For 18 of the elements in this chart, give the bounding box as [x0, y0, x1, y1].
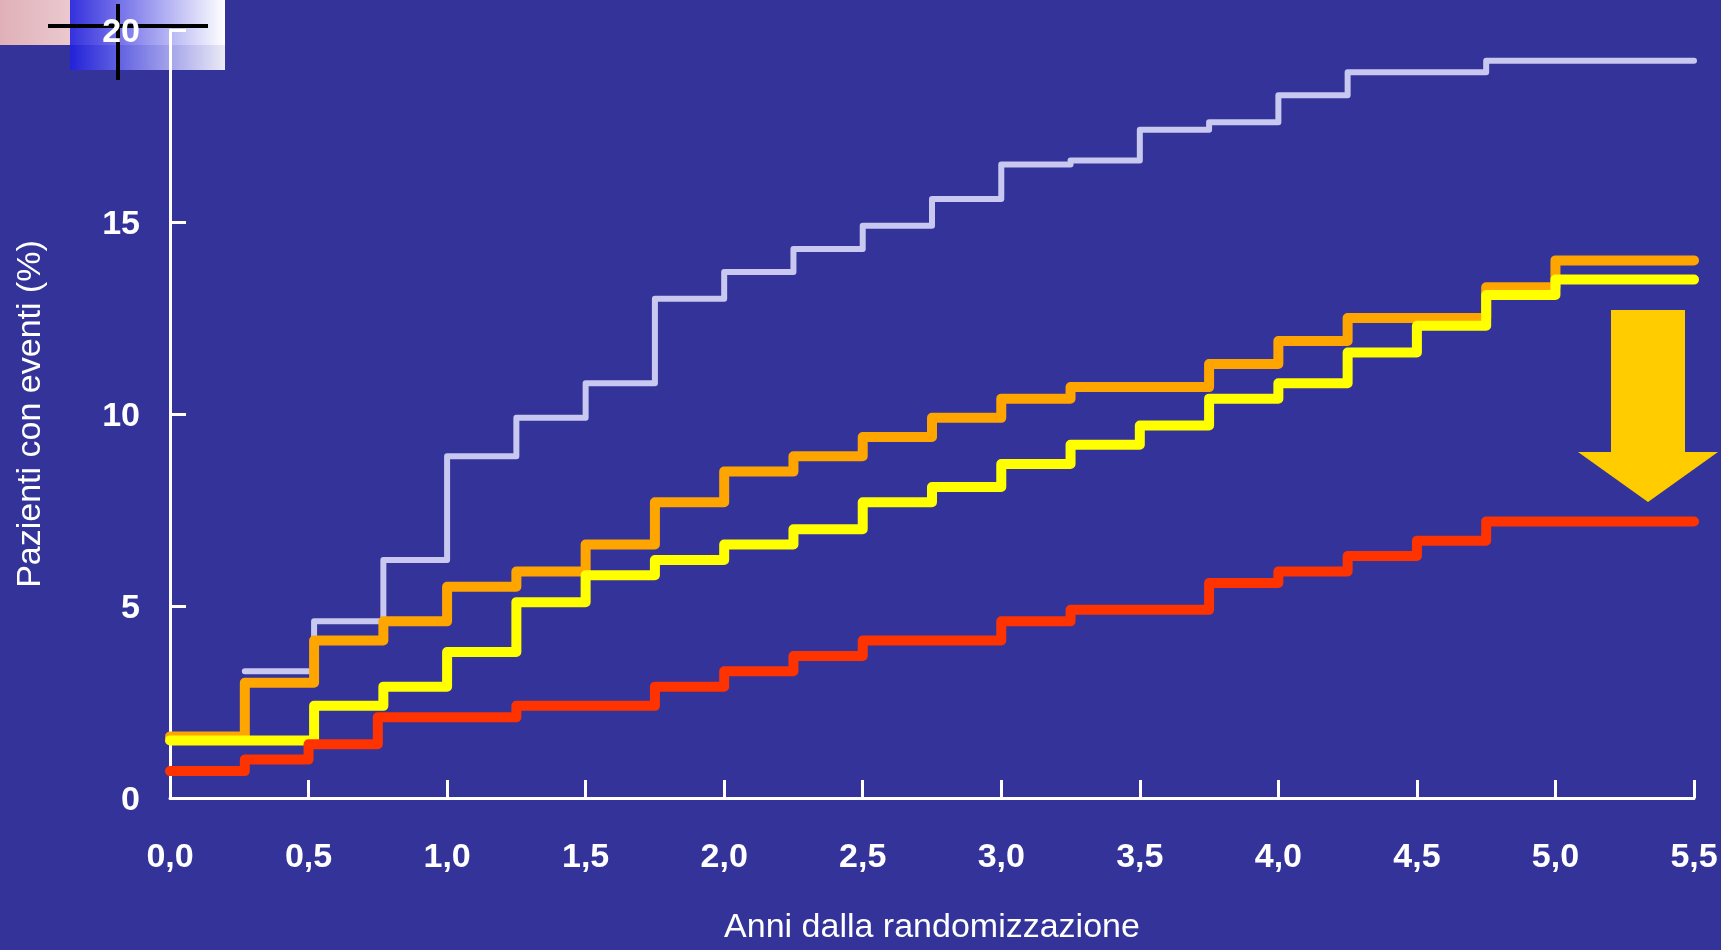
x-tick-label: 2,5	[839, 836, 887, 874]
x-tick-label: 3,0	[977, 836, 1025, 874]
x-tick-label: 5,0	[1531, 836, 1580, 874]
y-axis-title: Pazienti con eventi (%)	[9, 240, 47, 588]
x-tick-label: 0,0	[146, 836, 194, 874]
x-tick-label: 0,5	[284, 836, 333, 874]
x-tick-label: 3,5	[1116, 836, 1164, 874]
y-tick-label: 5	[121, 587, 140, 625]
x-tick-label: 1,0	[423, 836, 471, 874]
x-tick-label: 1,5	[562, 836, 610, 874]
y-tick-label: 10	[102, 395, 140, 433]
y-tick-label: 15	[102, 203, 140, 241]
x-tick-label: 2,0	[700, 836, 748, 874]
x-tick-label: 5,5	[1670, 836, 1718, 874]
y-tick-label: 0	[121, 779, 140, 817]
x-tick-label: 4,5	[1393, 836, 1441, 874]
x-axis-title: Anni dalla randomizzazione	[724, 906, 1140, 944]
x-tick-label: 4,0	[1254, 836, 1302, 874]
